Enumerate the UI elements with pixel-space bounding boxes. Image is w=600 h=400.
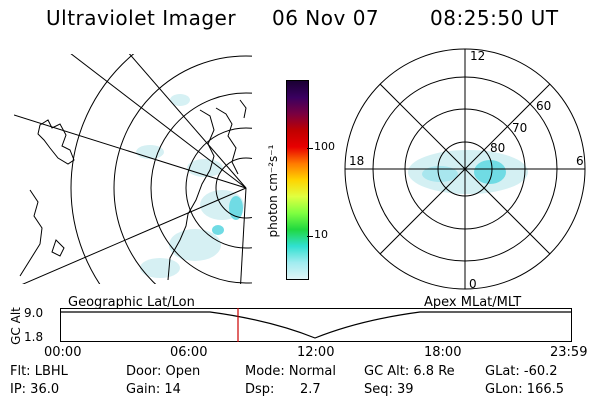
geographic-title: Geographic Lat/Lon: [68, 295, 195, 310]
lat-label-70: 70: [512, 121, 527, 135]
timeline-axis-label: GC Alt: [9, 307, 23, 345]
timeline-tick-1800: 18:00: [424, 345, 462, 360]
colorbar-gradient: [287, 81, 308, 279]
mlt-label-18: 18: [349, 154, 364, 168]
status-ip: IP: 36.0: [10, 382, 60, 397]
status-seq: Seq: 39: [364, 382, 414, 397]
timeline-ymin: 1.8: [24, 330, 44, 344]
timeline-tick-1200: 12:00: [297, 345, 335, 360]
status-gc-alt: GC Alt: 6.8 Re: [364, 364, 455, 379]
timeline-tick-0600: 06:00: [170, 345, 208, 360]
colorbar-tick-100: 100: [314, 140, 335, 153]
status-door: Door: Open: [126, 364, 201, 379]
mlt-label-6: 6: [576, 154, 584, 168]
lat-label-60: 60: [536, 99, 551, 113]
polar-plot: 12 18 6 0 60 70 80: [344, 48, 586, 291]
colorbar-tick: [307, 148, 313, 149]
mlt-label-12: 12: [470, 49, 485, 63]
status-mode: Mode: Normal: [245, 364, 336, 379]
status-dsp-label: Dsp:: [245, 382, 275, 397]
colorbar-unit-label: photon cm⁻²s⁻¹: [266, 144, 280, 238]
aurora-bright: [212, 196, 243, 235]
timeline-tick-2359: 23:59: [550, 345, 588, 360]
colorbar-tick-10: 10: [314, 228, 328, 241]
status-dsp-value: 2.7: [300, 382, 321, 397]
status-gain: Gain: 14: [126, 382, 181, 397]
status-flt: Flt: LBHL: [10, 364, 68, 379]
apex-title: Apex MLat/MLT: [424, 295, 522, 310]
geographic-map: [14, 54, 252, 284]
aurora-emission: [136, 94, 244, 278]
timeline-ymax: 9.0: [24, 306, 44, 320]
observation-date: 06 Nov 07: [272, 6, 380, 30]
status-glon: GLon: 166.5: [485, 382, 565, 397]
timeline-tick-0000: 00:00: [44, 345, 82, 360]
instrument-title: Ultraviolet Imager: [46, 6, 237, 30]
altitude-curve: [60, 311, 572, 339]
colorbar-tick: [307, 236, 313, 237]
timeline-plot: [60, 308, 572, 342]
colorbar: [286, 80, 309, 280]
status-glat: GLat: -60.2: [485, 364, 558, 379]
lat-label-80: 80: [490, 141, 505, 155]
mlt-label-0: 0: [469, 277, 477, 291]
observation-time: 08:25:50 UT: [430, 6, 559, 30]
